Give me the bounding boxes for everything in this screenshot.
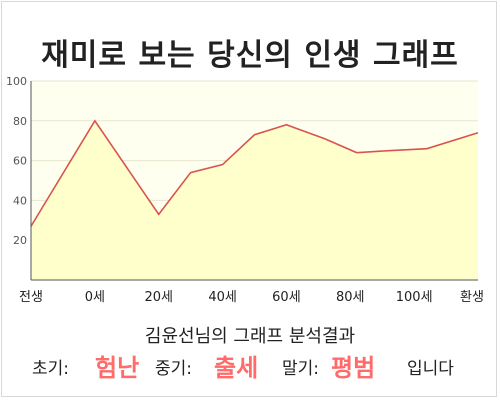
y-tick-label-60: 60 — [13, 155, 27, 168]
early-label: 초기: — [32, 359, 70, 379]
y-tick-label-100: 100 — [6, 75, 27, 88]
result-ending: 입니다 — [407, 359, 454, 379]
middle-value: 출세 — [214, 354, 259, 382]
x-tick-label-1: 0세 — [85, 290, 105, 305]
x-tick-label-2: 20세 — [144, 290, 173, 305]
early-value: 험난 — [95, 354, 140, 382]
x-tick-label-4: 60세 — [272, 290, 301, 305]
x-tick-label-0: 전생 — [19, 290, 43, 305]
y-tick-label-20: 20 — [13, 234, 27, 247]
x-tick-label-3: 40세 — [208, 290, 237, 305]
middle-label: 중기: — [155, 359, 193, 379]
y-tick-label-40: 40 — [13, 194, 27, 207]
area-fill — [31, 120, 478, 280]
y-tick-label-80: 80 — [13, 115, 27, 128]
series-line — [30, 119, 479, 227]
late-label: 말기: — [282, 359, 320, 379]
chart-title: 재미로 보는 당신의 인생 그래프 — [41, 38, 459, 73]
analysis-result: 초기: 험난 중기: 출세 말기: 평범 입니다 — [0, 348, 500, 384]
x-tick-label-5: 80세 — [336, 290, 365, 305]
x-tick-label-6: 100세 — [396, 290, 433, 305]
analysis-subtitle: 김윤선님의 그래프 분석결과 — [144, 326, 356, 347]
x-tick-label-7: 환생 — [460, 290, 484, 305]
late-value: 평범 — [331, 354, 376, 382]
